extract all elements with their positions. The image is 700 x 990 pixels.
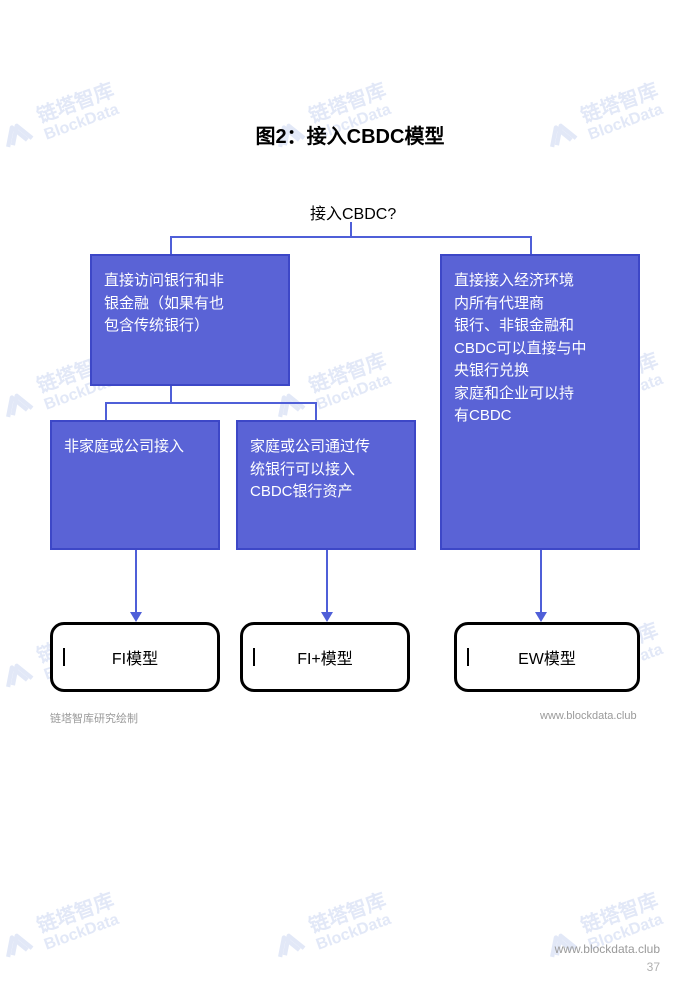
figure-title: 图2：接入CBDC模型 — [0, 120, 700, 149]
caption-url: www.blockdata.club — [540, 710, 637, 722]
footer-url: www.blockdata.club — [555, 942, 660, 956]
watermark-logo-icon — [0, 922, 41, 966]
connector — [170, 386, 172, 402]
arrow-head-icon — [130, 612, 142, 622]
flow-node-right: 直接接入经济环境内所有代理商银行、非银金融和CBDC可以直接与中央银行兑换家庭和… — [440, 254, 640, 550]
node-text-line: 内所有代理商 — [454, 293, 626, 316]
flow-node-left-top: 直接访问银行和非银金融（如果有也包含传统银行） — [90, 254, 290, 386]
arrow-head-icon — [321, 612, 333, 622]
page-number: 37 — [647, 960, 660, 974]
connector — [105, 402, 107, 420]
node-text-line: 非家庭或公司接入 — [64, 436, 206, 459]
result-tick-icon — [467, 648, 469, 666]
root-question: 接入CBDC? — [310, 200, 396, 224]
watermark-logo-icon — [0, 382, 41, 426]
result-tick-icon — [63, 648, 65, 666]
connector — [170, 236, 172, 254]
result-fi: FI模型 — [50, 622, 220, 692]
arrow-line — [326, 550, 328, 612]
connector — [315, 402, 317, 420]
node-text-line: 家庭或公司通过传 — [250, 436, 402, 459]
watermark-text: 链塔智库BlockData — [307, 351, 395, 414]
connector — [105, 402, 315, 404]
flow-node-bottom-left: 非家庭或公司接入 — [50, 420, 220, 550]
page: 链塔智库BlockData 链塔智库BlockData 链塔智库BlockData 链… — [0, 0, 700, 990]
result-label: FI+模型 — [297, 645, 353, 669]
result-label: EW模型 — [518, 645, 576, 669]
watermark-text: 链塔智库BlockData — [35, 891, 123, 954]
result-tick-icon — [253, 648, 255, 666]
watermark: 链塔智库BlockData — [0, 891, 123, 968]
node-text-line: 家庭和企业可以持 — [454, 383, 626, 406]
caption-source: 链塔智库研究绘制 — [50, 710, 138, 726]
arrow-line — [135, 550, 137, 612]
connector — [170, 236, 530, 238]
node-text-line: 央银行兑换 — [454, 360, 626, 383]
node-text-line: 包含传统银行） — [104, 315, 276, 338]
watermark: 链塔智库BlockData — [269, 891, 395, 968]
watermark-logo-icon — [0, 652, 41, 696]
node-text-line: 银金融（如果有也 — [104, 293, 276, 316]
node-text-line: 有CBDC — [454, 405, 626, 428]
node-text-line: 直接接入经济环境 — [454, 270, 626, 293]
result-label: FI模型 — [112, 645, 158, 669]
node-text-line: CBDC银行资产 — [250, 481, 402, 504]
node-text-line: 直接访问银行和非 — [104, 270, 276, 293]
result-fiplus: FI+模型 — [240, 622, 410, 692]
connector — [350, 222, 352, 236]
arrow-line — [540, 550, 542, 612]
connector — [530, 236, 532, 254]
watermark-text: 链塔智库BlockData — [307, 891, 395, 954]
result-ew: EW模型 — [454, 622, 640, 692]
node-text-line: CBDC可以直接与中 — [454, 338, 626, 361]
node-text-line: 统银行可以接入 — [250, 459, 402, 482]
node-text-line: 银行、非银金融和 — [454, 315, 626, 338]
arrow-head-icon — [535, 612, 547, 622]
flow-node-bottom-mid: 家庭或公司通过传统银行可以接入CBDC银行资产 — [236, 420, 416, 550]
watermark-logo-icon — [270, 922, 314, 966]
